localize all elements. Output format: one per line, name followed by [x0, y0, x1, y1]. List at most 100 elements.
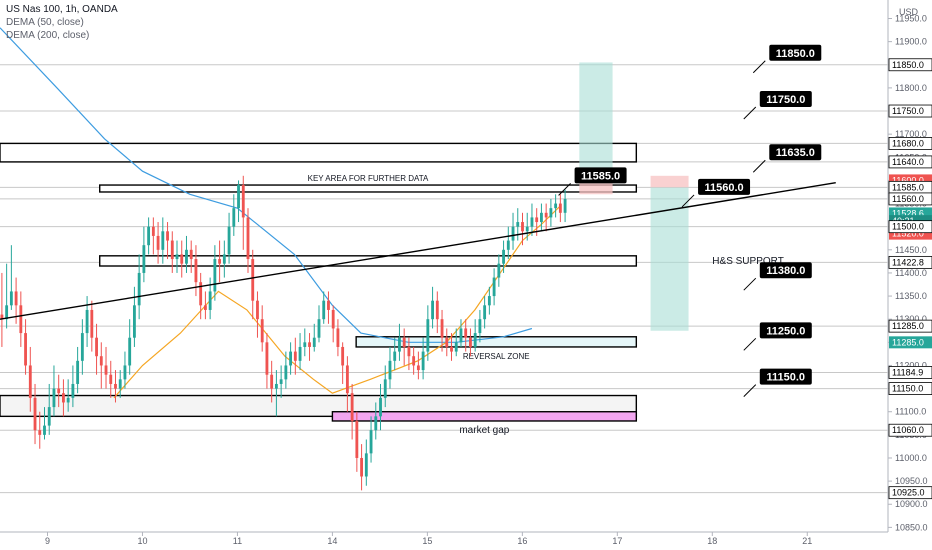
candle — [147, 217, 151, 255]
price-badge-box — [888, 366, 932, 379]
candle — [331, 305, 335, 343]
candle — [189, 240, 193, 273]
candle-body — [421, 351, 425, 371]
zone-label: REVERSAL ZONE — [463, 352, 530, 361]
candle-body — [99, 356, 103, 366]
callout-box — [574, 167, 627, 184]
candle-body — [383, 379, 387, 398]
candle — [492, 268, 496, 306]
candle — [364, 439, 368, 486]
candle — [33, 383, 37, 445]
candle — [166, 222, 169, 260]
callout-pointer — [743, 337, 757, 351]
candle-body — [450, 346, 453, 352]
candle-body — [416, 365, 420, 371]
candle — [345, 356, 349, 412]
candle — [161, 217, 165, 264]
candle — [142, 226, 146, 283]
candle-body — [398, 337, 401, 352]
candle-body — [265, 342, 269, 375]
candle-body — [76, 360, 80, 384]
candle — [563, 189, 567, 223]
candle-body — [19, 305, 23, 334]
x-tick-label: 16 — [517, 536, 527, 546]
candle-body — [151, 226, 155, 236]
candle — [497, 254, 501, 287]
candle-body — [260, 319, 264, 343]
candle — [303, 328, 307, 357]
target-zone — [579, 62, 613, 179]
callout-pointer — [743, 277, 757, 291]
y-tick-label: 11200.0 — [895, 360, 927, 370]
candle-body — [327, 300, 330, 310]
zone-group — [99, 255, 638, 267]
candle — [274, 370, 278, 417]
candle-body — [137, 272, 141, 306]
candle — [317, 305, 321, 343]
candle — [123, 351, 127, 389]
zone-box — [355, 336, 638, 348]
candle — [114, 370, 117, 403]
candle-body — [90, 309, 94, 338]
indicator-dema-200[interactable]: DEMA (200, close) — [6, 30, 90, 41]
candle-body — [284, 365, 288, 380]
candle — [227, 212, 231, 264]
price-badge-label: 11285.0 — [892, 337, 924, 347]
candle-body — [540, 212, 543, 223]
x-tick-label: 21 — [802, 536, 812, 546]
callout-box — [759, 91, 812, 108]
candle-body — [469, 337, 472, 347]
candle-body — [161, 231, 165, 250]
y-tick-label: 10950.0 — [895, 476, 928, 486]
candle — [435, 291, 439, 334]
callout-pointer — [681, 194, 695, 208]
candle — [24, 319, 27, 375]
price-badge-label: 11422.8 — [892, 257, 924, 267]
candle-body — [52, 388, 56, 408]
candle — [369, 416, 373, 463]
annotation-text: H&S SUPPORT — [712, 256, 784, 267]
candle-body — [28, 365, 32, 398]
trendline — [0, 182, 836, 320]
candle-body — [128, 337, 132, 366]
zone-box — [331, 411, 638, 422]
candle-body — [109, 374, 113, 384]
indicator-dema-50[interactable]: DEMA (50, close) — [6, 17, 84, 28]
callout-label: 11560.0 — [704, 182, 743, 194]
x-tick-label: 15 — [422, 536, 432, 546]
price-badge: 11850.0 — [888, 58, 932, 72]
y-tick-label: 11950.0 — [895, 14, 927, 24]
candle — [360, 444, 364, 491]
candle — [558, 194, 562, 223]
candle-body — [364, 453, 368, 477]
price-badge: 11184.9 — [888, 366, 932, 379]
symbol-title[interactable]: US Nas 100, 1h, OANDA — [6, 4, 118, 15]
zone-box — [0, 142, 638, 163]
price-badge-box — [888, 155, 932, 169]
candle — [341, 342, 345, 384]
candle — [265, 333, 269, 389]
candle-body — [298, 346, 302, 361]
candle-body — [445, 337, 449, 347]
candle — [402, 328, 406, 366]
candle-body — [5, 305, 9, 320]
price-badge: 11285.0 — [888, 319, 932, 333]
price-callout: 11560.0 — [681, 178, 751, 208]
candle-body — [57, 388, 61, 394]
candle-body — [213, 259, 217, 292]
callout-box — [698, 178, 751, 195]
candle-body — [492, 277, 496, 297]
candle — [445, 328, 449, 357]
candle-body — [393, 351, 397, 361]
candle-body — [558, 203, 562, 213]
candle — [502, 240, 505, 273]
candle — [483, 296, 487, 329]
candle — [213, 245, 217, 301]
price-badge-label: 11850.0 — [892, 60, 924, 70]
candle — [28, 346, 32, 412]
candle — [90, 300, 94, 352]
zone-group: KEY AREA FOR FURTHER DATA — [99, 174, 638, 193]
candle — [464, 319, 468, 352]
candle-body — [232, 208, 236, 227]
